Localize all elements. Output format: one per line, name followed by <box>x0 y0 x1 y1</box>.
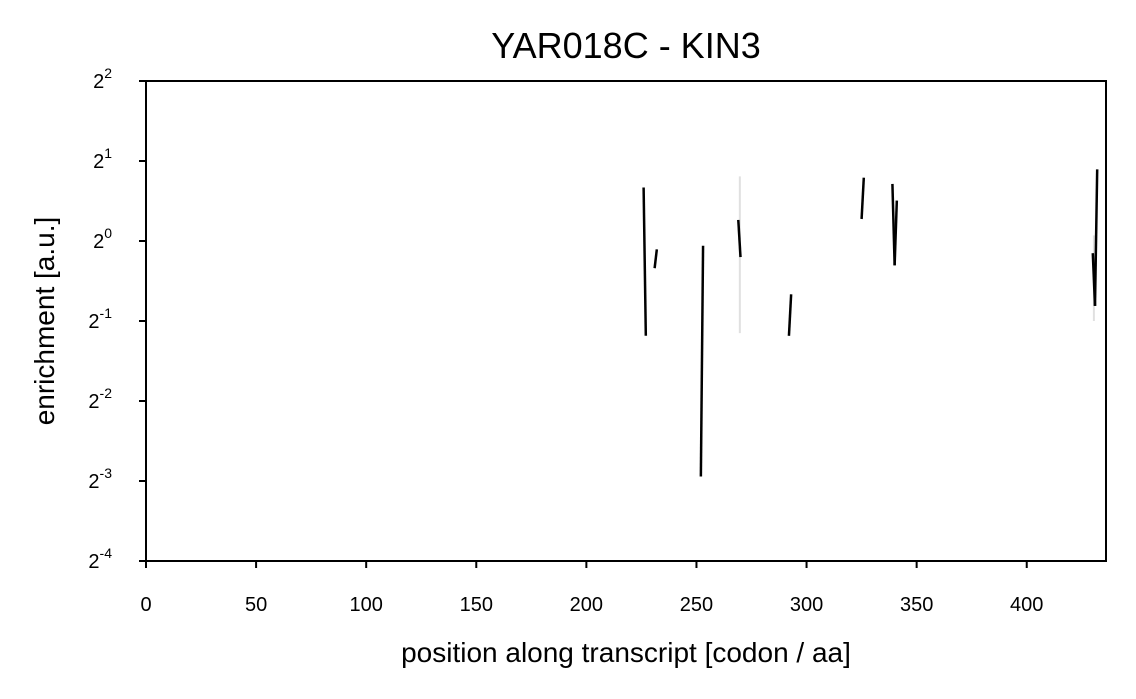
y-tick-label--2: 2-2 <box>88 385 112 413</box>
x-tick-label-100: 100 <box>349 594 382 616</box>
series-segment-3 <box>737 219 742 258</box>
series-segment-1 <box>653 249 659 269</box>
x-tick-label-150: 150 <box>460 594 493 616</box>
data-series <box>642 169 1099 477</box>
chart-title: YAR018C - KIN3 <box>491 25 760 66</box>
x-tick-label-400: 400 <box>1010 594 1043 616</box>
x-axis: 0 50 100 150 200 250 300 350 400 <box>140 561 1043 616</box>
y-tick-label-1: 21 <box>93 145 112 173</box>
y-axis-label: enrichment [a.u.] <box>29 217 60 426</box>
x-tick-label-200: 200 <box>570 594 603 616</box>
series-segment-9 <box>1093 169 1099 306</box>
series-segment-0 <box>642 187 648 336</box>
x-tick-label-250: 250 <box>680 594 713 616</box>
confidence-bands <box>738 176 1095 334</box>
y-tick-label-0: 20 <box>93 225 112 253</box>
plot-frame <box>145 80 1107 562</box>
y-axis: 2-4 2-3 2-2 2-1 20 21 22 <box>88 65 146 573</box>
y-tick-label--1: 2-1 <box>88 305 112 333</box>
x-tick-label-350: 350 <box>900 594 933 616</box>
series-segment-5 <box>860 177 866 220</box>
y-tick-label-2: 22 <box>93 65 112 93</box>
y-tick-label--4: 2-4 <box>88 545 112 573</box>
x-tick-label-300: 300 <box>790 594 823 616</box>
series-segment-7 <box>893 200 899 266</box>
x-tick-label-0: 0 <box>140 594 151 616</box>
x-tick-label-50: 50 <box>245 594 267 616</box>
series-segment-2 <box>699 245 705 477</box>
series-segment-4 <box>787 294 793 336</box>
y-tick-label--3: 2-3 <box>88 465 112 493</box>
x-axis-label: position along transcript [codon / aa] <box>401 637 851 668</box>
